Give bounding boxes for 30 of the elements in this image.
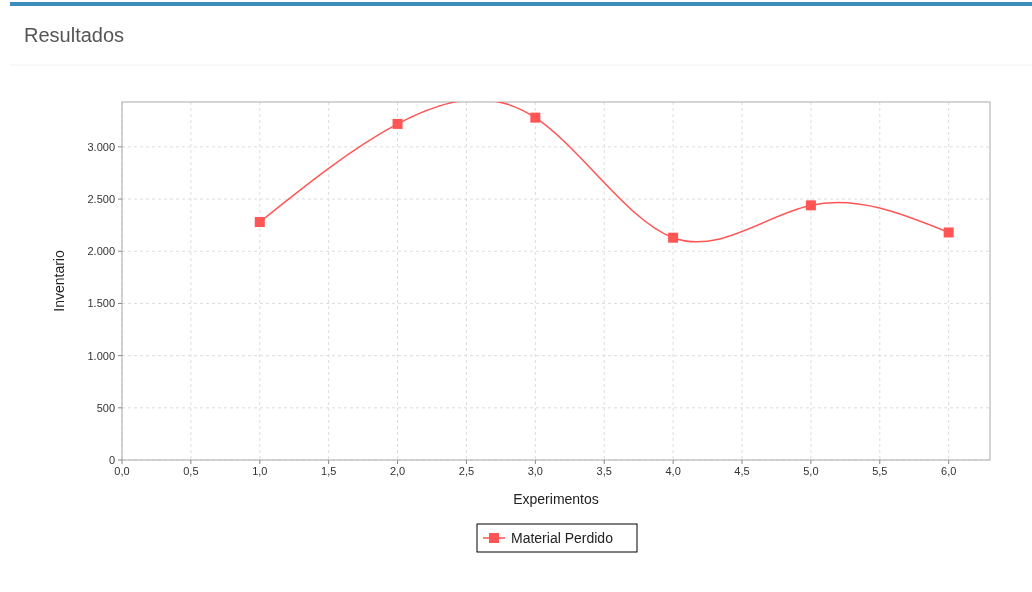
point [943,227,954,238]
x-tick-label: 0,0 [114,465,130,477]
y-tick-label: 1.000 [87,349,115,362]
x-axis-title: Experimentos [513,491,599,507]
y-tick-label: 2.500 [87,193,115,206]
x-tick-label: 0,5 [183,465,199,477]
point [668,232,679,243]
point [392,118,403,129]
x-tick-label: 5,0 [803,465,819,477]
legend-label: Material Perdido [511,530,614,546]
y-tick-label: 3.000 [87,140,115,153]
y-axis-title: Inventario [51,250,67,312]
x-tick-label: 5,5 [872,465,888,477]
x-tick-label: 1,5 [321,465,337,477]
x-tick-label: 4,5 [734,465,750,477]
y-tick-label: 500 [96,401,115,414]
x-tick-label: 3,5 [596,465,612,477]
chart-title: Resultados [24,24,125,46]
y-tick-label: 1.500 [87,297,115,310]
point [805,200,816,211]
x-tick-label: 6,0 [941,465,957,477]
y-tick-label: 2.000 [87,245,115,258]
point [254,217,265,228]
y-tick-label: 0 [108,454,115,466]
point [530,112,541,123]
x-tick-label: 1,0 [252,465,268,477]
x-tick-label: 4,0 [665,465,681,477]
x-tick-label: 2,5 [458,465,475,477]
x-tick-label: 3,0 [527,465,543,477]
x-tick-label: 2,0 [389,465,406,477]
